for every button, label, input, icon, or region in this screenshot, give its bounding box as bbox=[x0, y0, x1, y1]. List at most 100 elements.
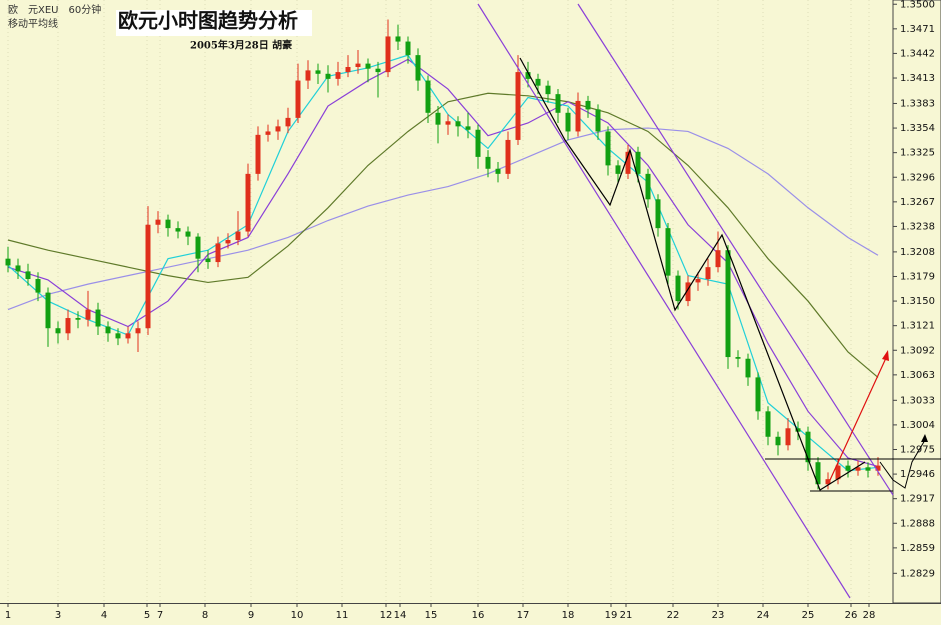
candle-body bbox=[35, 279, 41, 293]
y-tick-label: 1.3413 bbox=[900, 73, 935, 84]
candle-body bbox=[745, 358, 751, 378]
moving-average bbox=[7, 127, 879, 311]
chart-title: 欧元小时图趋势分析 bbox=[118, 9, 298, 33]
candle-body bbox=[225, 240, 231, 244]
candle-body bbox=[685, 282, 691, 302]
candle-body bbox=[345, 67, 351, 73]
candle-body bbox=[445, 121, 451, 125]
x-tick-label: 21 bbox=[620, 610, 633, 621]
forecast-path bbox=[879, 439, 926, 489]
candle-body bbox=[875, 465, 881, 471]
x-tick-label: 10 bbox=[291, 610, 304, 621]
candle-body bbox=[15, 265, 21, 272]
candle-body bbox=[55, 328, 61, 334]
candle-body bbox=[205, 258, 211, 263]
indicator-label: 移动平均线 bbox=[8, 17, 58, 30]
candle-body bbox=[535, 78, 541, 86]
y-tick-label: 1.3238 bbox=[900, 221, 935, 232]
candle-body bbox=[85, 309, 91, 320]
candle-body bbox=[855, 467, 861, 471]
candle-body bbox=[545, 85, 551, 95]
grid bbox=[7, 0, 870, 603]
channel-line bbox=[477, 3, 851, 599]
y-tick-label: 1.3383 bbox=[900, 98, 935, 109]
y-tick-label: 1.2859 bbox=[900, 543, 935, 554]
candle-body bbox=[215, 243, 221, 263]
x-tick-label: 9 bbox=[248, 610, 254, 621]
y-tick-label: 1.3208 bbox=[900, 247, 935, 258]
candle-body bbox=[825, 479, 831, 485]
x-tick-label: 23 bbox=[712, 610, 725, 621]
x-tick-label: 8 bbox=[202, 610, 208, 621]
candle-body bbox=[435, 112, 441, 125]
x-tick-label: 1 bbox=[5, 610, 11, 621]
y-tick-label: 1.3092 bbox=[900, 345, 935, 356]
candle-body bbox=[675, 275, 681, 302]
candle-body bbox=[265, 131, 271, 135]
zigzag bbox=[519, 57, 866, 491]
x-tick-label: 12 bbox=[380, 610, 393, 621]
x-tick-label: 18 bbox=[562, 610, 575, 621]
candle-body bbox=[185, 231, 191, 237]
y-tick-label: 1.2829 bbox=[900, 568, 935, 579]
candle-body bbox=[635, 151, 641, 174]
candle-body bbox=[715, 250, 721, 268]
candle-body bbox=[555, 94, 561, 113]
candle-body bbox=[505, 139, 511, 174]
x-tick-label: 11 bbox=[336, 610, 349, 621]
candle-body bbox=[165, 219, 171, 229]
candle-body bbox=[775, 436, 781, 446]
candle-body bbox=[585, 100, 591, 110]
candle-body bbox=[615, 165, 621, 174]
y-tick-label: 1.2917 bbox=[900, 494, 935, 505]
candle-body bbox=[525, 72, 531, 79]
axes: 1.3500 1.3471 1.3442 1.3413 1.3383 1.3354 1.33… bbox=[5, 0, 935, 621]
y-tick-label: 1.3354 bbox=[900, 123, 935, 134]
candle-body bbox=[805, 431, 811, 463]
candle-body bbox=[815, 462, 821, 485]
x-tick-label: 28 bbox=[863, 610, 876, 621]
candle-body bbox=[725, 250, 731, 358]
candle-body bbox=[45, 292, 51, 329]
candle-body bbox=[355, 63, 361, 67]
y-tick-label: 1.3121 bbox=[900, 321, 935, 332]
candle-body bbox=[305, 70, 311, 81]
x-tick-label: 22 bbox=[667, 610, 680, 621]
x-tick-label: 4 bbox=[101, 610, 107, 621]
y-tick-label: 1.3063 bbox=[900, 370, 935, 381]
y-tick-label: 1.3179 bbox=[900, 271, 935, 282]
candle-body bbox=[105, 326, 111, 334]
candle-body bbox=[845, 465, 851, 471]
candle-body bbox=[195, 236, 201, 259]
candle-body bbox=[655, 199, 661, 229]
forecast-arrow bbox=[829, 357, 887, 481]
candle-body bbox=[365, 63, 371, 69]
y-tick-label: 1.3004 bbox=[900, 420, 935, 431]
candle-body bbox=[25, 271, 31, 280]
x-tick-label: 16 bbox=[472, 610, 485, 621]
candle-body bbox=[625, 151, 631, 174]
y-tick-label: 1.3267 bbox=[900, 197, 935, 208]
candle-body bbox=[285, 117, 291, 127]
chart-subtitle: 2005年3月28日 胡豪 bbox=[190, 39, 292, 52]
x-tick-label: 19 bbox=[605, 610, 618, 621]
candle-body bbox=[665, 228, 671, 276]
title-box bbox=[116, 10, 312, 36]
y-tick-label: 1.3442 bbox=[900, 48, 935, 59]
y-tick-label: 1.2946 bbox=[900, 469, 935, 480]
x-tick-label: 25 bbox=[802, 610, 815, 621]
candles bbox=[5, 19, 881, 490]
candle-body bbox=[125, 333, 131, 339]
x-tick-label: 5 bbox=[144, 610, 150, 621]
candle-body bbox=[75, 318, 81, 320]
candle-body bbox=[565, 112, 571, 132]
candle-body bbox=[695, 279, 701, 283]
candle-body bbox=[135, 328, 141, 334]
candle-body bbox=[5, 258, 11, 266]
arrow-head bbox=[882, 350, 889, 361]
candle-body bbox=[835, 465, 841, 480]
candle-body bbox=[315, 70, 321, 74]
candle-body bbox=[395, 36, 401, 42]
candle-body bbox=[325, 73, 331, 79]
